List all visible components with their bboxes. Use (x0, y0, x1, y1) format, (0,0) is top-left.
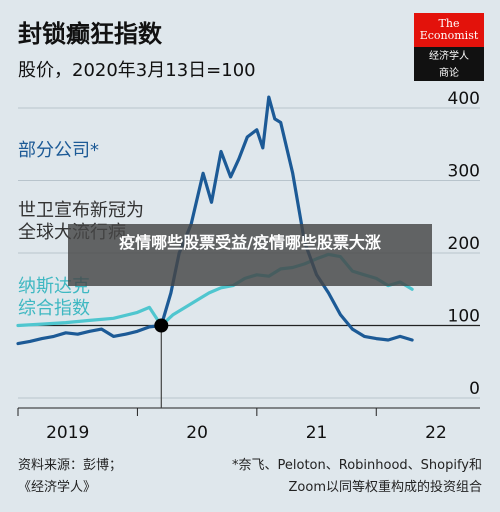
x-tick-label-21: 21 (306, 423, 328, 443)
marker-dot (154, 318, 169, 333)
y-tick-label-0: 0 (469, 379, 480, 399)
logo-line4: 商论 (439, 68, 459, 79)
economist-logo: The Economist 经济学人 商论 (414, 13, 484, 81)
marker-layer (154, 318, 169, 408)
series-line-0 (16, 95, 414, 346)
overlay-banner: 疫情哪些股票受益/疫情哪些股票大涨 (68, 224, 432, 286)
logo-line3: 经济学人 (429, 51, 469, 62)
x-tick-label-2019: 2019 (46, 423, 89, 443)
y-tick-label-200: 200 (448, 234, 480, 254)
tick-labels: 0 100 200 300 400 2019 20 21 22 (46, 89, 480, 443)
logo-line1: The (438, 17, 460, 30)
x-tick-label-20: 20 (186, 423, 208, 443)
x-tick-label-22: 22 (425, 423, 447, 443)
chart-title: 封锁癫狂指数 (18, 20, 162, 48)
y-tick-label-400: 400 (448, 89, 480, 109)
logo-line2: Economist (419, 29, 479, 42)
logo-red-block: The Economist (414, 13, 484, 47)
chart-subtitle: 股价，2020年3月13日=100 (18, 60, 256, 81)
y-tick-label-300: 300 (448, 162, 480, 182)
y-tick-label-100: 100 (448, 307, 480, 327)
companies-label: 部分公司* (18, 140, 99, 161)
nasdaq-label: 纳斯达克 综合指数 (18, 276, 90, 319)
footnote: *奈飞、Peloton、Robinhood、Shopify和 Zoom以同等权重… (232, 458, 482, 495)
source-note: 资料来源：彭博； 《经济学人》 (18, 458, 123, 495)
